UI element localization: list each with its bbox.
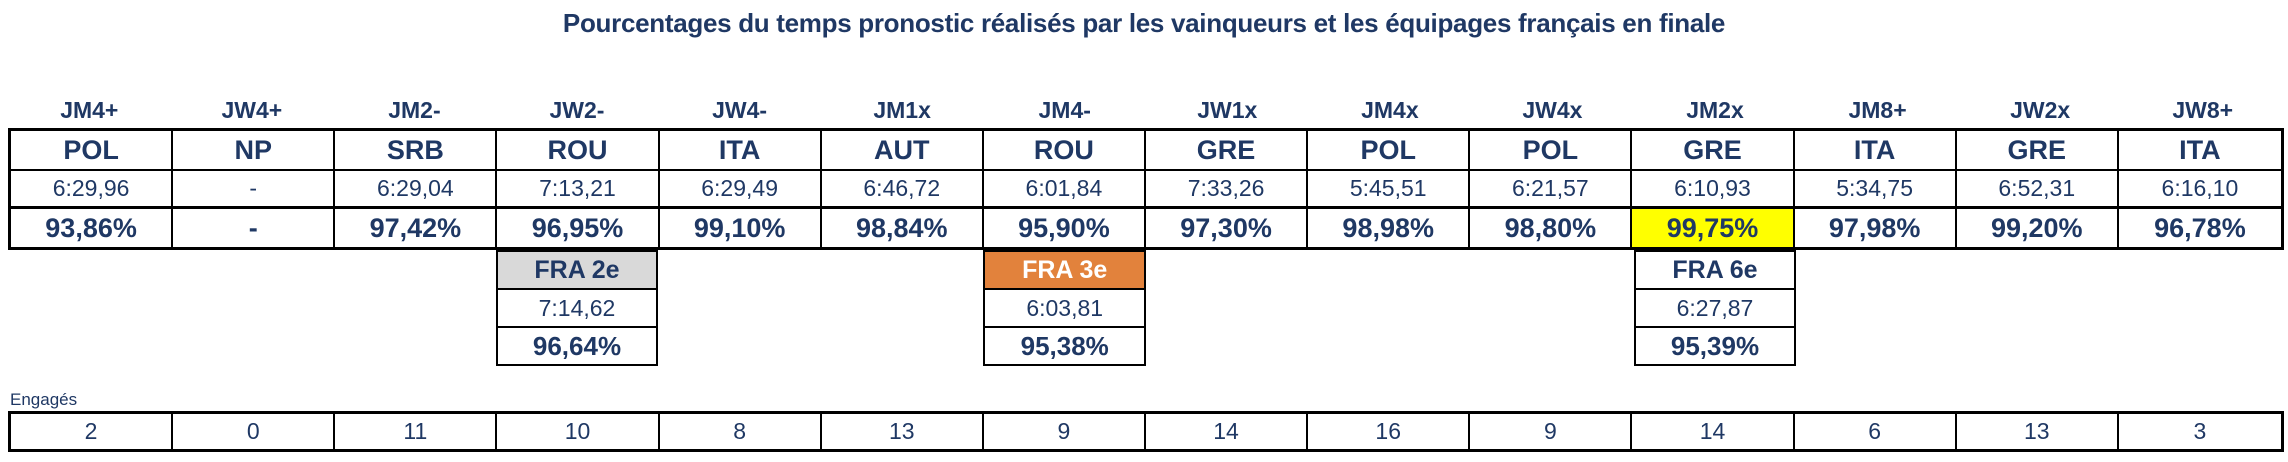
- winner-time-cell: -: [173, 171, 336, 209]
- winner-pct-cell: 99,10%: [660, 209, 822, 247]
- winner-cell: ROU: [497, 131, 660, 171]
- entries-count-cell: 14: [1632, 414, 1795, 449]
- event-label: JM8+: [1848, 96, 1907, 123]
- french-crew-block: FRA 2e 7:14,62 96,64%: [495, 250, 659, 366]
- french-crew-block: FRA 6e 6:27,87 95,39%: [1633, 250, 1797, 366]
- entries-count-cell: 9: [984, 414, 1146, 449]
- event-label: JW2-: [549, 96, 605, 123]
- winner-cell: ITA: [659, 131, 822, 171]
- winner-time-cell: 6:01,84: [983, 171, 1146, 209]
- french-crew-rank-cell: FRA 3e: [983, 250, 1146, 290]
- chart-title: Pourcentages du temps pronostic réalisés…: [562, 8, 1726, 38]
- french-crew-block: FRA 3e 6:03,81 95,38%: [983, 250, 1146, 366]
- winner-pct-cell-highlighted: 99,75%: [1632, 209, 1795, 247]
- entries-count-cell: 2: [11, 414, 174, 449]
- entries-count-cell: 9: [1470, 414, 1633, 449]
- event-label: JW4-: [712, 96, 768, 123]
- event-label: JM4-: [1038, 96, 1091, 123]
- winner-pct-cell: 95,90%: [984, 209, 1146, 247]
- winner-pct-cell: 96,78%: [2154, 212, 2246, 243]
- winner-cell: GRE: [1145, 131, 1309, 171]
- french-crews-band: FRA 2e 7:14,62 96,64% FRA 3e 6:03,81 95,…: [8, 250, 2284, 366]
- winner-cell: SRB: [335, 131, 498, 171]
- winner-time-cell: 7:33,26: [1145, 171, 1309, 209]
- winner-cell: AUT: [821, 131, 984, 171]
- winner-time-cell: 6:16,10: [2118, 171, 2281, 209]
- event-label: JM4x: [1361, 96, 1419, 123]
- winner-time-cell: 6:21,57: [1470, 171, 1633, 209]
- event-code-row: JM4+ JW4+ JM2- JW2- JW4- JM1x JM4- JW1x …: [8, 94, 2284, 126]
- winner-pct-cell: 97,42%: [335, 209, 498, 247]
- entries-count-cell: 0: [173, 414, 336, 449]
- winner-cell: ITA: [2118, 131, 2281, 171]
- winners-table: POL NP SRB ROU ITA AUT ROU GRE POL POL G…: [8, 128, 2284, 250]
- winner-cell: NP: [173, 131, 336, 171]
- winner-cell: POL: [1470, 131, 1633, 171]
- event-label: JW2x: [2010, 96, 2071, 123]
- winner-cell: ROU: [983, 131, 1146, 171]
- french-crew-time-cell: 6:27,87: [1633, 288, 1797, 328]
- winner-pct-cell: 97,30%: [1146, 209, 1309, 247]
- winner-time-cell: 6:29,04: [335, 171, 498, 209]
- french-crew-time-cell: 6:03,81: [983, 288, 1146, 328]
- event-label: JM2-: [388, 96, 441, 123]
- winner-cell: GRE: [1632, 131, 1795, 171]
- entries-count-cell: 3: [2193, 418, 2207, 444]
- entries-count-cell: 10: [497, 414, 660, 449]
- winner-time-cell: 6:52,31: [1956, 171, 2119, 209]
- french-crew-pct-cell: 96,64%: [495, 326, 659, 366]
- winner-pct-cell: 98,98%: [1308, 209, 1471, 247]
- winner-time-cell: 7:13,21: [497, 171, 660, 209]
- winner-pct-cell: 98,80%: [1470, 209, 1633, 247]
- entries-count-cell: 16: [1308, 414, 1471, 449]
- winner-time-cell: 6:29,96: [11, 171, 174, 209]
- entries-count-cell: 13: [1957, 414, 2119, 449]
- winner-time-cell: 5:34,75: [1794, 171, 1957, 209]
- french-crew-time-cell: 7:14,62: [495, 288, 659, 328]
- winner-pct-cell: 99,20%: [1957, 209, 2119, 247]
- entries-count-cell: 6: [1795, 414, 1957, 449]
- winner-cell: GRE: [1956, 131, 2119, 171]
- winner-pct-cell: 93,86%: [11, 209, 174, 247]
- french-crew-pct-cell: 95,38%: [983, 326, 1146, 366]
- winner-time-cell: 6:10,93: [1632, 171, 1795, 209]
- winner-pct-cell: -: [173, 209, 336, 247]
- entries-count-cell: 8: [660, 414, 822, 449]
- winner-pct-cell: 96,95%: [497, 209, 660, 247]
- winner-cell: POL: [1308, 131, 1471, 171]
- event-label: JM4+: [60, 96, 119, 123]
- winner-pct-cell: 98,84%: [822, 209, 984, 247]
- winner-cell: ITA: [1794, 131, 1957, 171]
- event-label: JW4x: [1522, 96, 1583, 123]
- event-label: JM2x: [1686, 96, 1744, 123]
- entries-label: Engagés: [10, 390, 78, 409]
- entries-count-cell: 11: [335, 414, 498, 449]
- winner-time-cell: 6:46,72: [821, 171, 984, 209]
- winner-time-cell: 5:45,51: [1308, 171, 1471, 209]
- event-label: JW8+: [2172, 96, 2234, 123]
- french-crew-rank-cell: FRA 6e: [1633, 250, 1797, 290]
- winner-time-cell: 6:29,49: [659, 171, 822, 209]
- entries-row: 2 0 11 10 8 13 9 14 16 9 14 6 13 3: [8, 411, 2284, 452]
- event-label: JM1x: [873, 96, 931, 123]
- winner-pct-cell: 97,98%: [1795, 209, 1957, 247]
- event-label: JW1x: [1197, 96, 1258, 123]
- entries-count-cell: 14: [1146, 414, 1309, 449]
- french-crew-pct-cell: 95,39%: [1633, 326, 1797, 366]
- event-label: JW4+: [221, 96, 283, 123]
- winner-cell: POL: [11, 131, 174, 171]
- french-crew-rank-cell: FRA 2e: [495, 250, 659, 290]
- entries-count-cell: 13: [822, 414, 984, 449]
